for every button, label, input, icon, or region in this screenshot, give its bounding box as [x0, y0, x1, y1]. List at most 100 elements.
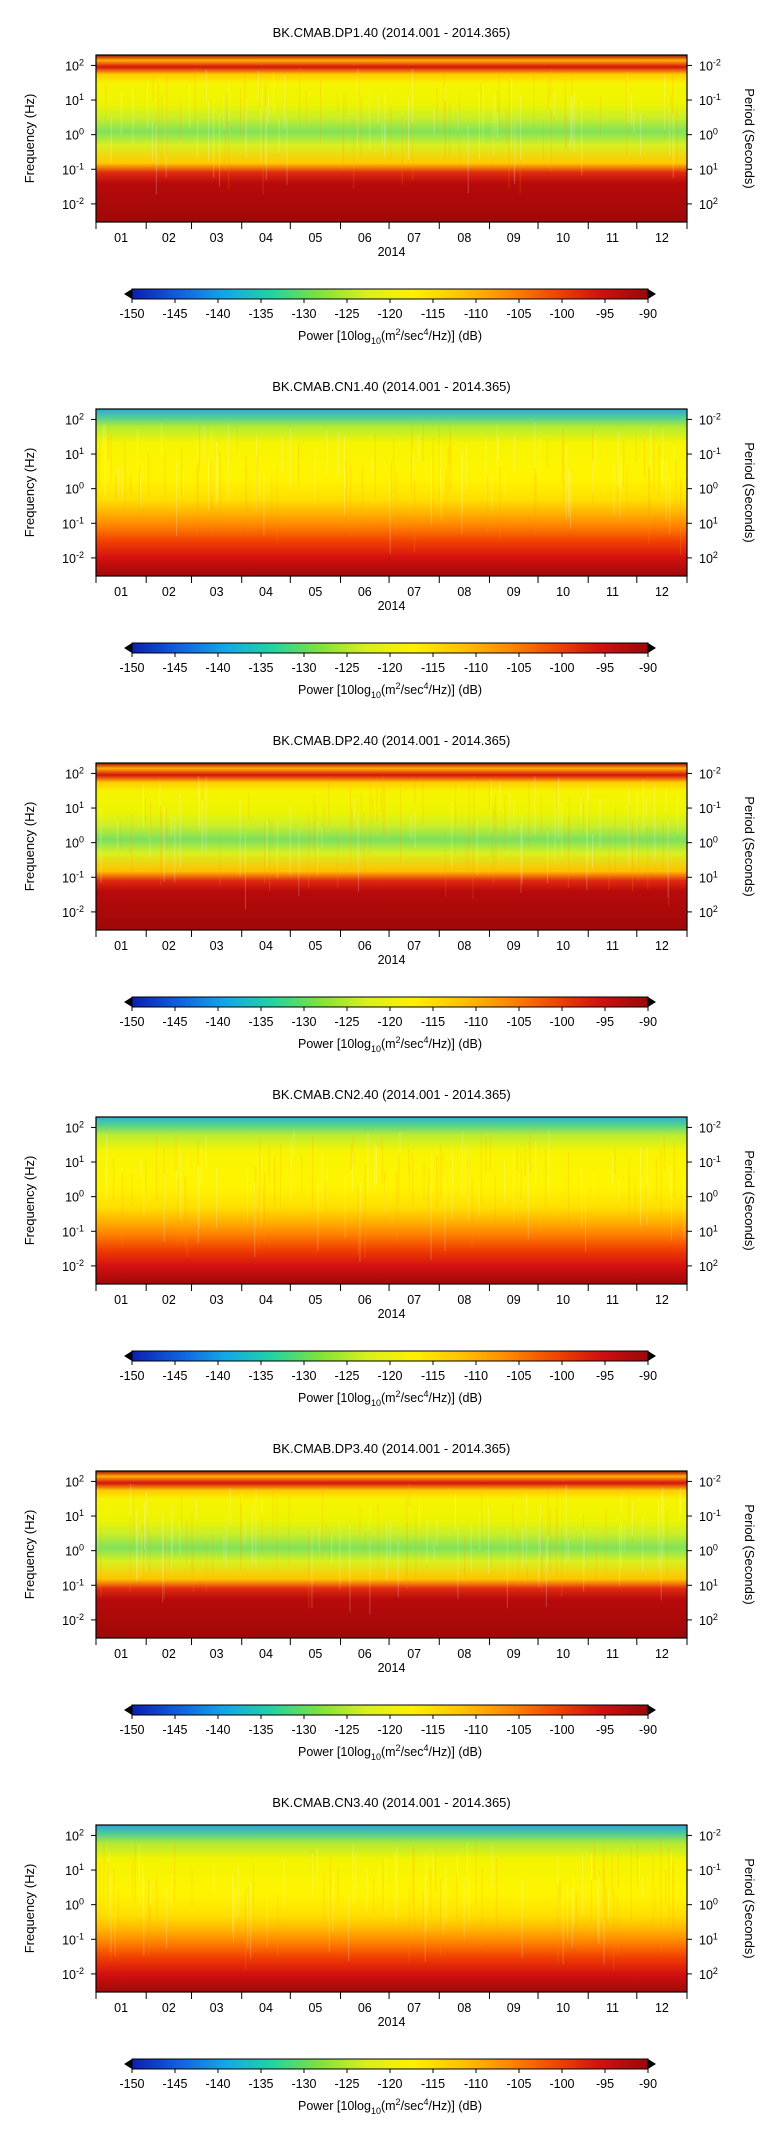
colorbar-bar	[131, 288, 649, 300]
x-tick-label: 03	[210, 2001, 224, 2015]
period-tick-label-exp: -2	[713, 1473, 721, 1483]
period-tick-label-exp: -1	[713, 1508, 721, 1518]
freq-tick-label: 10-2	[62, 1258, 84, 1274]
y-axis-label: Frequency (Hz)	[22, 94, 37, 184]
colorbar-tick-label: -110	[464, 1015, 488, 1029]
colorbar-tick-label: -100	[549, 307, 574, 321]
freq-tick-label-base: 10	[65, 413, 79, 427]
colorbar-tick-label: -130	[291, 307, 316, 321]
colorbar-tick-label: -120	[377, 1723, 402, 1737]
colorbar-label-part: 4	[424, 1743, 429, 1753]
period-tick-label: 10-2	[699, 1473, 721, 1489]
colorbar-tick-label: -150	[119, 1015, 144, 1029]
colorbar-high-arrow	[648, 997, 656, 1007]
period-tick-label-base: 10	[699, 129, 713, 143]
x-tick-label: 09	[507, 231, 521, 245]
chart-title: BK.CMAB.CN1.40 (2014.001 - 2014.365)	[272, 379, 510, 394]
y-axis-label: Frequency (Hz)	[22, 1156, 37, 1246]
freq-tick-label-base: 10	[62, 1225, 76, 1239]
period-tick-label-exp: -1	[713, 1154, 721, 1164]
period-tick-label-base: 10	[699, 767, 713, 781]
period-tick-label: 10-1	[699, 1154, 721, 1170]
freq-tick-label-exp: -1	[76, 1931, 84, 1941]
colorbar-label-part: 4	[424, 327, 429, 337]
colorbar-tick-label: -140	[205, 661, 230, 675]
freq-tick-label: 10-2	[62, 1966, 84, 1982]
x-tick-label: 07	[407, 2001, 421, 2015]
colorbar-tick-label: -110	[464, 307, 488, 321]
freq-tick-label-base: 10	[62, 871, 76, 885]
colorbar-high-arrow	[648, 289, 656, 299]
period-tick-label-base: 10	[699, 1864, 713, 1878]
colorbar-label: Power [10log10(m2/sec4/Hz)] (dB)	[298, 1035, 482, 1054]
heatmap-texture	[96, 421, 681, 555]
colorbar-tick-label: -110	[464, 2077, 488, 2091]
freq-tick-label: 101	[65, 1154, 84, 1170]
x-tick-label: 06	[358, 1293, 372, 1307]
x-tick-label: 06	[358, 939, 372, 953]
heatmap-field	[96, 55, 687, 222]
period-tick-label: 10-1	[699, 446, 721, 462]
colorbar-label-part: 4	[424, 1035, 429, 1045]
x-tick-label: 06	[358, 2001, 372, 2015]
period-tick-label-base: 10	[699, 59, 713, 73]
colorbar-tick-label: -95	[596, 1723, 614, 1737]
x-tick-label: 01	[114, 1647, 128, 1661]
x-tick-label: 12	[655, 585, 669, 599]
period-tick-label: 102	[699, 196, 718, 212]
x-tick-label: 01	[114, 939, 128, 953]
freq-tick-label: 10-2	[62, 196, 84, 212]
colorbar-label-part: 10	[371, 1044, 381, 1054]
colorbar-tick-label: -150	[119, 1723, 144, 1737]
colorbar-label-part: Power [10log	[298, 329, 371, 343]
colorbar-tick-label: -120	[377, 2077, 402, 2091]
x-tick-label: 08	[457, 231, 471, 245]
x-tick-label: 06	[358, 1647, 372, 1661]
colorbar-tick-label: -115	[421, 1723, 445, 1737]
plot-frame	[95, 1824, 688, 1993]
chart-title: BK.CMAB.CN3.40 (2014.001 - 2014.365)	[272, 1795, 510, 1810]
freq-tick-label-exp: 1	[79, 92, 84, 102]
x-tick-label: 02	[162, 231, 176, 245]
spectrogram-svg: BK.CMAB.CN1.40 (2014.001 - 2014.365) 10 2 1…	[22, 379, 757, 700]
freq-tick-label: 101	[65, 1862, 84, 1878]
colorbar-label-part: /Hz)] (dB)	[429, 683, 482, 697]
freq-tick-label: 102	[65, 1119, 84, 1135]
period-tick-label: 100	[699, 1189, 718, 1205]
freq-tick-label-exp: -1	[76, 161, 84, 171]
spectrogram-svg: BK.CMAB.DP1.40 (2014.001 - 2014.365)102 1…	[22, 25, 757, 346]
period-tick-label: 10-2	[699, 411, 721, 427]
period-tick-label-exp: 1	[713, 869, 718, 879]
colorbar-tick-label: -150	[119, 2077, 144, 2091]
colorbar-label-part: 2	[396, 681, 401, 691]
spectrogram-panel: BK.CMAB.CN3.40 (2014.001 - 2014.365) 102 1…	[0, 1780, 780, 2135]
colorbar-tick-label: -115	[421, 1369, 445, 1383]
freq-tick-label-base: 10	[62, 1968, 76, 1982]
period-tick-label-exp: 1	[713, 1223, 718, 1233]
freq-tick-label-base: 10	[62, 906, 76, 920]
period-tick-label-exp: -1	[713, 92, 721, 102]
freq-tick-label-exp: 0	[79, 481, 84, 491]
colorbar-label-part: (m	[381, 329, 396, 343]
freq-tick-label-base: 10	[65, 767, 79, 781]
plot-frame	[95, 1116, 688, 1285]
colorbar-tick-label: -135	[248, 1015, 273, 1029]
y2-axis-label: Period (Seconds)	[742, 1504, 757, 1604]
x-tick-label: 03	[210, 1647, 224, 1661]
colorbar-tick-label: -135	[248, 661, 273, 675]
freq-tick-label-base: 10	[62, 198, 76, 212]
period-tick-label: 100	[699, 835, 718, 851]
x-tick-label: 11	[606, 231, 619, 245]
x-tick-label: 04	[259, 585, 273, 599]
colorbar-label: Power [10log10(m2/sec4/Hz)] (dB)	[298, 2097, 482, 2116]
freq-tick-label: 100	[65, 835, 84, 851]
period-tick-label-base: 10	[699, 1191, 713, 1205]
colorbar-tick-label: -125	[334, 2077, 359, 2091]
heatmap-texture	[97, 1483, 682, 1615]
colorbar-tick-label: -140	[205, 1369, 230, 1383]
x-tick-label: 10	[556, 585, 570, 599]
colorbar-tick-label: -100	[549, 661, 574, 675]
colorbar-tick-label: -145	[162, 1723, 187, 1737]
colorbar-tick-label: -125	[334, 661, 359, 675]
x-tick-label: 12	[655, 2001, 669, 2015]
